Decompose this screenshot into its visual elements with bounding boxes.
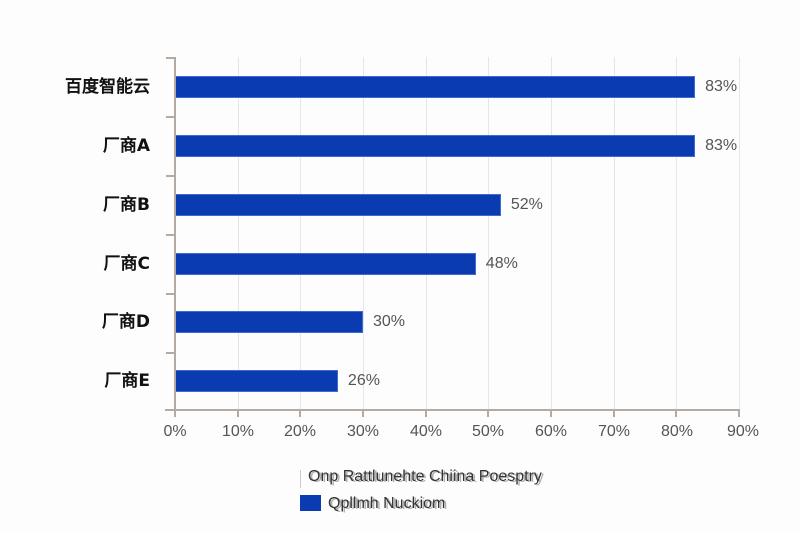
legend-title-shadow: Onp Rattlunehte Chiina Poesptry xyxy=(310,469,544,486)
category-label: 厂商A xyxy=(102,136,150,156)
bar xyxy=(175,194,501,216)
legend-entry-label: Qpllmh Nuckiom xyxy=(328,495,446,512)
value-label: 83% xyxy=(705,78,738,95)
x-tick xyxy=(550,409,552,417)
x-tick-label: 50% xyxy=(471,423,505,440)
y-tick xyxy=(166,293,175,295)
x-tick xyxy=(236,409,239,417)
value-label: 30% xyxy=(373,313,406,330)
category-label: 厂商D xyxy=(101,312,150,332)
value-label: 83% xyxy=(705,137,738,154)
y-tick xyxy=(166,175,175,177)
x-tick-label: 30% xyxy=(346,423,380,440)
gridline xyxy=(613,57,615,410)
x-tick xyxy=(675,409,678,417)
x-tick xyxy=(362,409,364,417)
x-tick xyxy=(738,409,740,417)
gridline xyxy=(739,57,740,410)
gridline xyxy=(425,57,427,410)
x-tick-label: 20% xyxy=(283,423,317,440)
bar xyxy=(175,135,696,157)
y-tick xyxy=(166,352,175,354)
gridline xyxy=(676,57,678,410)
x-tick-label: 60% xyxy=(534,423,568,440)
category-label: 百度智能云 xyxy=(65,77,150,97)
gridline xyxy=(488,57,490,410)
x-tick-label: 40% xyxy=(409,423,443,440)
x-tick-label: 70% xyxy=(597,423,631,440)
x-tick-label: 10% xyxy=(221,423,255,440)
bar xyxy=(175,76,696,98)
x-tick xyxy=(299,409,302,417)
legend-divider xyxy=(300,470,301,488)
gridline xyxy=(363,57,364,410)
bar xyxy=(175,253,476,275)
x-tick xyxy=(612,409,615,417)
value-label: 52% xyxy=(510,196,543,213)
bar xyxy=(175,370,338,392)
legend-swatch xyxy=(300,495,321,511)
legend-title: Onp Rattlunehte Chiina Poesptry xyxy=(308,468,542,485)
x-tick-label: 90% xyxy=(726,423,760,440)
gridline xyxy=(300,57,302,410)
y-tick xyxy=(166,57,175,59)
category-label: 厂商E xyxy=(104,371,150,391)
category-label: 厂商C xyxy=(103,254,150,274)
value-label: 26% xyxy=(347,372,380,389)
x-tick-label: 80% xyxy=(660,423,694,440)
x-tick xyxy=(174,409,176,417)
y-axis xyxy=(174,57,176,411)
gridline xyxy=(551,57,552,410)
y-tick xyxy=(166,116,175,118)
gridline xyxy=(237,57,239,410)
x-tick xyxy=(487,409,490,417)
value-label: 48% xyxy=(485,255,518,272)
bar xyxy=(175,311,363,333)
legend-entry-shadow: Qpllmh Nuckiom xyxy=(330,496,448,513)
category-label: 厂商B xyxy=(103,195,150,215)
x-tick-label: 0% xyxy=(163,423,187,440)
y-tick xyxy=(166,234,175,236)
x-tick xyxy=(424,409,427,417)
x-axis xyxy=(165,409,740,411)
